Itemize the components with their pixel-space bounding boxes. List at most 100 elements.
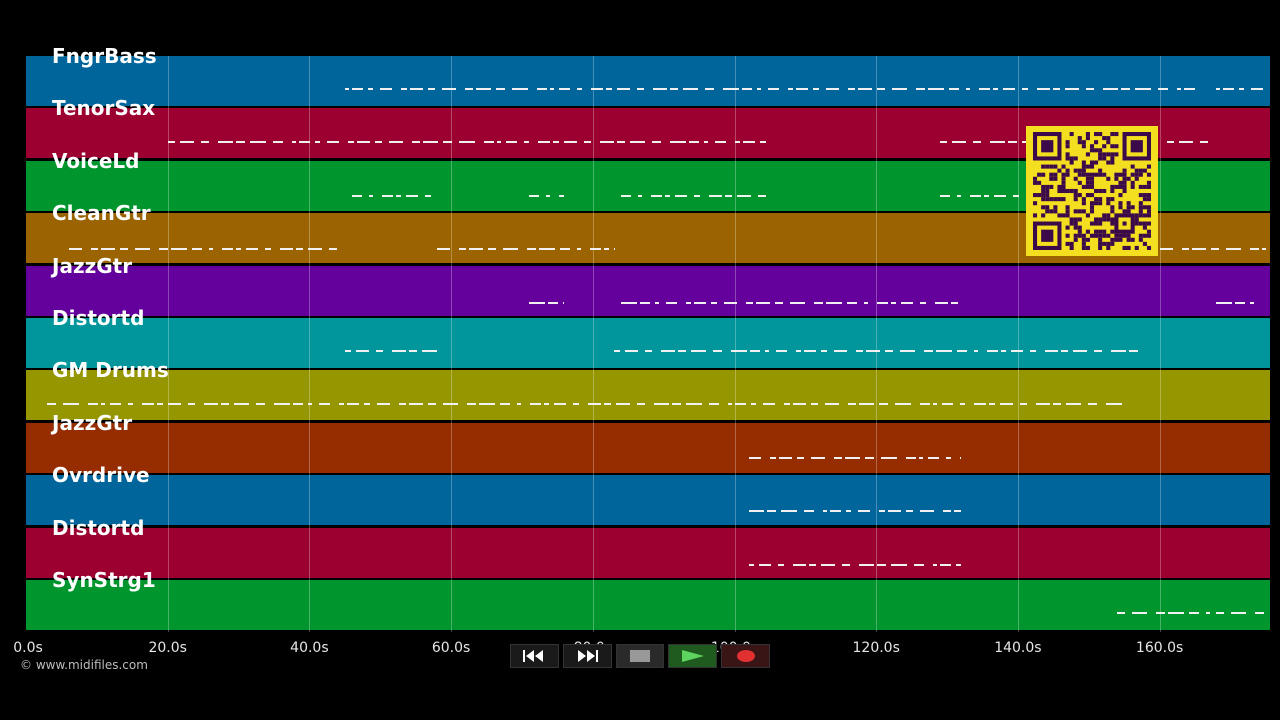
midi-note xyxy=(537,141,550,144)
midi-note xyxy=(694,194,701,197)
midi-note xyxy=(858,563,874,566)
midi-note xyxy=(857,510,870,513)
midi-note xyxy=(1216,301,1233,304)
midi-note xyxy=(249,141,266,144)
track-name: JazzGtr xyxy=(52,253,133,278)
time-tick-label: 20.0s xyxy=(148,640,187,656)
grid-line xyxy=(592,56,594,632)
midi-note xyxy=(191,248,202,251)
midi-note xyxy=(891,301,897,304)
midi-note xyxy=(1134,88,1151,90)
record-button[interactable] xyxy=(721,644,770,668)
midi-note xyxy=(344,88,349,90)
qr-code-graphic xyxy=(1033,132,1151,250)
midi-note xyxy=(901,301,914,304)
midi-note xyxy=(711,301,718,304)
midi-note xyxy=(790,301,806,304)
midi-note xyxy=(1053,403,1062,406)
midi-note xyxy=(495,88,505,90)
midi-note xyxy=(616,141,625,144)
stop-icon xyxy=(629,650,650,662)
midi-note xyxy=(945,456,951,459)
midi-note xyxy=(1206,612,1211,614)
midi-note xyxy=(351,88,363,90)
rewind-icon xyxy=(523,650,544,662)
grid-line xyxy=(1017,56,1019,632)
midi-note xyxy=(1159,248,1173,251)
midi-note xyxy=(621,194,632,197)
midi-note xyxy=(661,350,676,352)
midi-note xyxy=(400,88,407,90)
midi-note xyxy=(763,403,776,406)
midi-note xyxy=(1231,612,1247,614)
midi-note xyxy=(68,248,82,251)
midi-note xyxy=(891,88,907,90)
midi-note xyxy=(422,141,438,144)
midi-note xyxy=(959,456,962,459)
midi-note xyxy=(953,510,962,513)
midi-note xyxy=(548,301,559,304)
fast-forward-button[interactable] xyxy=(562,644,612,668)
midi-note xyxy=(554,403,567,406)
midi-note xyxy=(483,141,494,144)
midi-note xyxy=(487,248,496,251)
stop-button[interactable] xyxy=(615,644,665,668)
midi-note xyxy=(890,563,907,566)
midi-note xyxy=(1183,88,1195,90)
midi-note xyxy=(905,456,916,459)
midi-note xyxy=(825,88,839,90)
midi-note xyxy=(919,510,934,513)
midi-note xyxy=(1073,350,1088,352)
midi-note xyxy=(808,563,816,566)
record-icon xyxy=(736,650,755,662)
grid-line xyxy=(309,56,311,632)
midi-note xyxy=(1255,612,1265,614)
midi-note xyxy=(821,350,828,352)
midi-note xyxy=(526,248,536,251)
midi-note xyxy=(1210,248,1219,251)
midi-note xyxy=(502,248,518,251)
midi-note xyxy=(758,194,767,197)
track-name: JazzGtr xyxy=(52,410,133,435)
midi-note xyxy=(88,403,99,406)
midi-note xyxy=(822,510,827,513)
midi-note xyxy=(1007,141,1017,144)
play-button[interactable] xyxy=(668,644,718,668)
rewind-button[interactable] xyxy=(510,644,559,668)
midi-note xyxy=(374,141,382,144)
midi-note xyxy=(972,141,981,144)
midi-note xyxy=(665,194,671,197)
midi-note xyxy=(724,301,738,304)
midi-note xyxy=(119,248,128,251)
midi-note xyxy=(1052,88,1060,90)
midi-note xyxy=(948,88,959,90)
midi-note xyxy=(1189,612,1200,614)
midi-note xyxy=(1191,248,1206,251)
midi-note xyxy=(974,403,987,406)
midi-note xyxy=(157,403,164,406)
midi-note xyxy=(748,456,761,459)
midi-note xyxy=(388,141,403,144)
midi-note xyxy=(364,403,371,406)
midi-note xyxy=(604,403,612,406)
midi-note xyxy=(1000,403,1014,406)
midi-note xyxy=(326,141,339,144)
midi-note xyxy=(546,194,551,197)
midi-note xyxy=(927,456,939,459)
midi-note xyxy=(638,194,643,197)
midi-note xyxy=(750,350,761,352)
midi-note xyxy=(1166,141,1174,144)
midi-note xyxy=(351,194,362,197)
midi-note xyxy=(900,350,916,352)
midi-note xyxy=(829,510,841,513)
midi-note xyxy=(955,563,961,566)
midi-note xyxy=(688,141,699,144)
midi-note xyxy=(405,194,418,197)
midi-note xyxy=(1223,88,1235,90)
midi-note xyxy=(814,301,824,304)
midi-note xyxy=(834,350,848,352)
midi-note xyxy=(1106,403,1123,406)
midi-note xyxy=(857,88,872,90)
midi-note xyxy=(468,248,483,251)
midi-note xyxy=(1102,88,1118,90)
